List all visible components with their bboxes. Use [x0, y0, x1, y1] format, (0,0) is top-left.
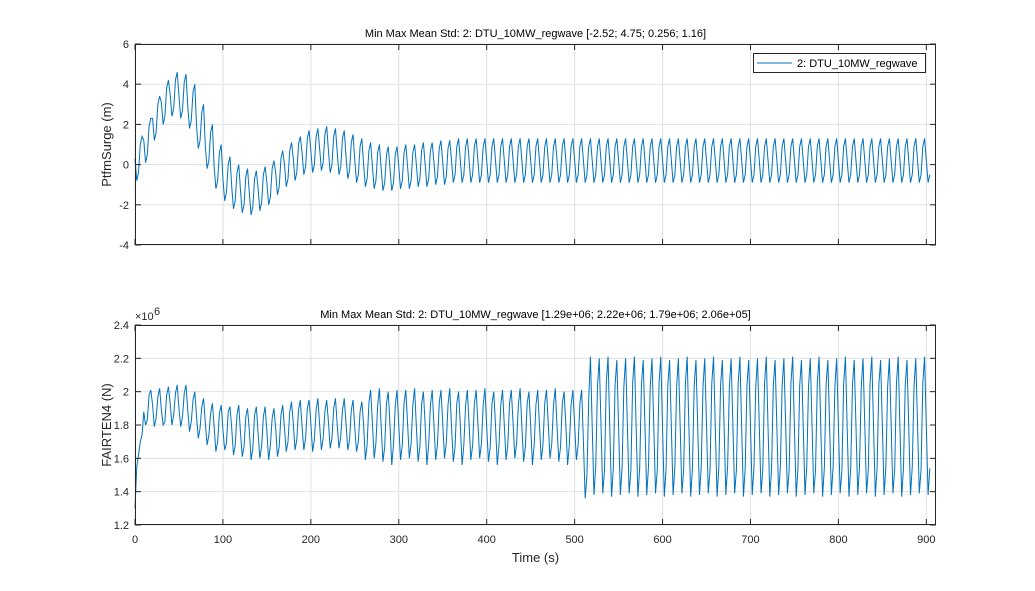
y-tick-label: 1.4: [114, 487, 129, 499]
y-exponent-label: ×10: [135, 311, 154, 323]
x-tick-label: 500: [565, 534, 583, 546]
x-tick-label: 200: [302, 534, 320, 546]
y-tick-label: 2: [123, 387, 129, 399]
y-axis-label: PtfmSurge (m): [99, 102, 114, 187]
y-tick-label: 1.8: [114, 420, 129, 432]
x-axis-label: Time (s): [512, 550, 559, 565]
series-line: [134, 72, 931, 215]
fairten-axes: 0 100 200 300 400 500 600 700 800 900 1.2 1.4 1.6 1.8…: [99, 306, 936, 565]
axes-title: Min Max Mean Std: 2: DTU_10MW_regwave [-…: [365, 28, 706, 40]
axes-title: Min Max Mean Std: 2: DTU_10MW_regwave [1…: [320, 309, 751, 321]
y-tick-label: -2: [119, 200, 129, 212]
y-tick-label: 6: [123, 39, 129, 51]
y-tick-label: -4: [119, 240, 129, 252]
y-exponent-power: 6: [154, 306, 160, 318]
legend-entry-label: 2: DTU_10MW_regwave: [797, 58, 917, 70]
y-tick-label: 2.2: [114, 353, 129, 365]
x-tick-label: 900: [917, 534, 935, 546]
y-tick-label: 4: [123, 79, 129, 91]
x-tick-label: 700: [741, 534, 759, 546]
x-tick-label: 300: [390, 534, 408, 546]
surge-axes: -4 -2 0 2 4 6 Min Max Mean Std: 2: DTU_10MW_re…: [99, 28, 936, 252]
x-tick-label: 800: [829, 534, 847, 546]
y-tick-label: 0: [123, 160, 129, 172]
x-tick-label: 600: [653, 534, 671, 546]
legend-box: [753, 53, 926, 73]
series-line: [134, 356, 931, 509]
plot-area: [135, 44, 936, 245]
y-tick-label: 2.4: [114, 320, 129, 332]
y-tick-label: 2: [123, 119, 129, 131]
axes-box: [135, 44, 936, 245]
y-tick-label: 1.2: [114, 520, 129, 532]
x-tick-label: 0: [132, 534, 138, 546]
y-axis-label: FAIRTEN4 (N): [99, 383, 114, 467]
x-tick-label: 100: [214, 534, 232, 546]
y-tick-label: 1.6: [114, 453, 129, 465]
legend: 2: DTU_10MW_regwave: [753, 53, 926, 73]
x-tick-label: 400: [478, 534, 496, 546]
